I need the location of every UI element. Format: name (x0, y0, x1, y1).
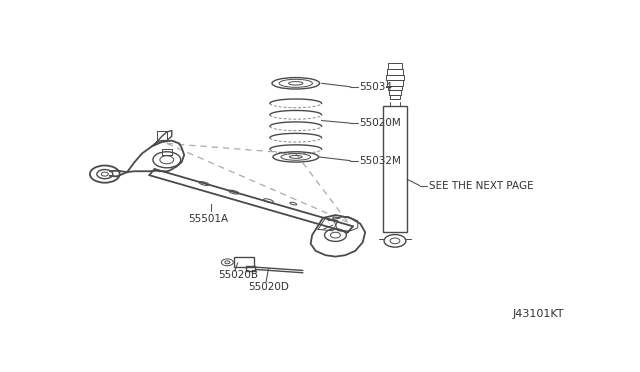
Bar (383, 106, 407, 232)
Bar (234, 257, 253, 267)
Bar (387, 69, 403, 75)
Bar (246, 266, 255, 271)
Bar (388, 63, 402, 69)
Text: 55020B: 55020B (218, 270, 258, 280)
Bar (389, 90, 401, 95)
Text: SEE THE NEXT PAGE: SEE THE NEXT PAGE (429, 180, 533, 190)
Text: 55501A: 55501A (188, 214, 228, 224)
Bar (390, 95, 400, 99)
Text: 55020M: 55020M (359, 118, 401, 128)
Bar (388, 86, 402, 90)
Text: J43101KT: J43101KT (512, 309, 564, 319)
Bar (387, 80, 403, 86)
Text: 55032M: 55032M (359, 155, 401, 166)
Bar (386, 75, 404, 80)
Text: 55034: 55034 (359, 82, 392, 92)
Text: 55020D: 55020D (249, 282, 289, 292)
